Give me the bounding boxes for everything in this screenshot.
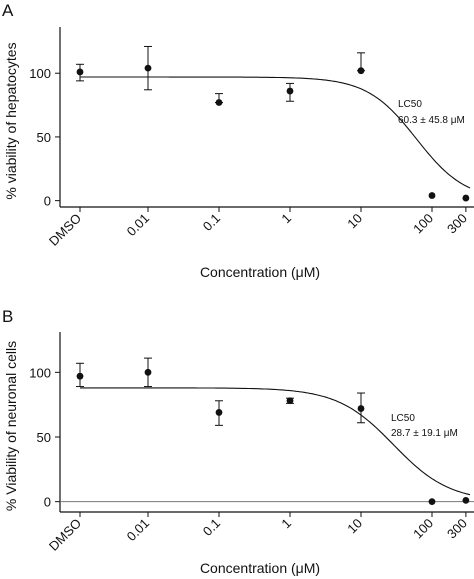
data-point	[357, 405, 365, 412]
x-tick-label: DMSO	[46, 211, 84, 249]
x-tick-label: DMSO	[46, 516, 84, 554]
x-tick-label: 0.01	[124, 211, 153, 240]
data-point	[428, 192, 436, 199]
lc50-annotation: 28.7 ± 19.1 μM	[391, 428, 458, 439]
data-point	[215, 409, 223, 416]
y-tick-label: 0	[44, 495, 51, 510]
data-point	[357, 67, 365, 75]
fit-curve	[80, 387, 471, 496]
data-point	[428, 498, 436, 506]
x-tick-label: 100	[410, 211, 436, 237]
panel-b: B 0 50 100 DMSO 0.01 0.1 1 10 100 300 LC50 28.7 ± 19…	[2, 307, 474, 576]
data-point	[76, 372, 84, 380]
x-tick-label: 10	[344, 211, 365, 232]
y-axis-title: % Viability of neuronal cells	[3, 341, 19, 511]
x-axis-title: Concentration (μM)	[200, 264, 320, 280]
x-axis-title: Concentration (μM)	[200, 560, 320, 576]
x-tick-label: 300	[444, 211, 470, 237]
x-tick-label: 300	[444, 516, 470, 542]
panel-letter: A	[2, 1, 14, 20]
data-point	[76, 68, 84, 76]
lc50-annotation: 60.3 ± 45.8 μM	[398, 115, 465, 126]
data-point	[215, 99, 223, 106]
data-point	[144, 64, 152, 72]
y-tick-label: 0	[44, 194, 51, 209]
data-point	[144, 368, 152, 376]
x-tick-label: 10	[344, 516, 365, 537]
x-tick-label: 0.1	[200, 211, 223, 234]
x-tick-label: 1	[278, 211, 294, 227]
data-point	[286, 87, 294, 95]
x-tick-label: 100	[410, 516, 436, 542]
panel-letter: B	[2, 307, 13, 326]
y-tick-label: 100	[29, 365, 51, 380]
data-point	[462, 194, 470, 202]
data-point	[286, 397, 294, 405]
lc50-annotation: LC50	[398, 99, 422, 110]
x-tick-label: 0.01	[124, 516, 153, 545]
x-tick-label: 1	[278, 516, 294, 532]
y-tick-label: 100	[29, 66, 51, 81]
lc50-annotation: LC50	[391, 413, 415, 424]
fit-curve	[80, 76, 471, 189]
panel-a: A 0 50 100 DMSO 0.01 0.1 1 10 100 300 LC50 60.3 ± 45…	[2, 1, 474, 280]
x-tick-label: 0.1	[200, 516, 223, 539]
data-point	[462, 496, 470, 504]
y-axis-title: % viability of hepatocytes	[3, 42, 19, 199]
y-tick-label: 50	[37, 130, 51, 145]
y-tick-label: 50	[37, 430, 51, 445]
